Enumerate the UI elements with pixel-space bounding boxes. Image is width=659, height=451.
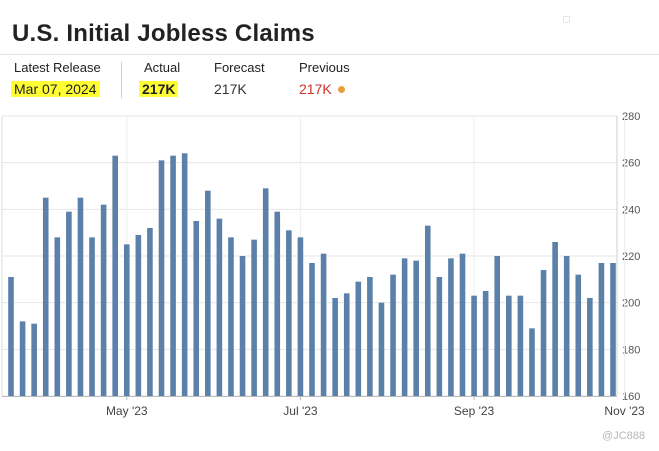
bar <box>66 211 72 396</box>
bar <box>343 293 350 396</box>
x-tick-label: Jul '23 <box>283 404 318 418</box>
bar <box>540 270 547 396</box>
y-tick-label: 180 <box>622 344 640 356</box>
bar <box>228 237 234 396</box>
latest-release-date: Mar 07, 2024 <box>11 81 100 97</box>
bar <box>19 321 26 396</box>
bar <box>309 263 315 396</box>
jobless-claims-chart: 280 260 240 220 200 180 160 May '23 Jul '23 Sep '… <box>1 111 645 418</box>
x-tick-label: Nov '23 <box>604 404 645 418</box>
bar <box>158 160 165 396</box>
bar <box>89 237 95 396</box>
bar <box>216 218 223 396</box>
y-tick-label: 280 <box>622 111 640 123</box>
y-tick-label: 240 <box>622 204 640 216</box>
y-tick-label: 160 <box>622 391 640 403</box>
bar <box>448 258 454 396</box>
bar <box>517 295 524 396</box>
title-divider <box>0 54 659 55</box>
bar <box>552 242 558 396</box>
bar <box>181 153 188 396</box>
bar <box>77 197 84 396</box>
stat-separator <box>121 62 122 98</box>
bar <box>297 237 304 396</box>
bar <box>262 188 269 396</box>
bar <box>413 260 419 396</box>
bar <box>320 253 327 396</box>
bar <box>31 323 37 396</box>
bar <box>251 239 257 396</box>
bar <box>575 274 582 396</box>
bar <box>193 221 200 396</box>
bar <box>8 277 14 396</box>
bar <box>610 263 616 396</box>
bar <box>506 295 512 396</box>
previous-label: Previous <box>299 60 350 75</box>
bar <box>378 302 385 396</box>
bar <box>494 256 501 396</box>
bar <box>54 237 61 396</box>
forecast-value: 217K <box>214 81 247 97</box>
indicator-dot-icon <box>337 86 345 93</box>
bar <box>390 274 396 396</box>
page-title: U.S. Initial Jobless Claims <box>12 20 315 47</box>
bar <box>135 235 142 396</box>
bar <box>147 228 153 396</box>
bar <box>274 211 281 396</box>
x-tick-label: Sep '23 <box>454 404 495 418</box>
actual-number: 217K <box>139 81 179 97</box>
bar <box>529 328 535 396</box>
bar <box>239 256 246 396</box>
bar <box>424 225 431 396</box>
bar <box>563 256 570 396</box>
bar <box>42 197 49 396</box>
bar <box>367 277 373 396</box>
bar <box>123 244 130 396</box>
bar <box>482 291 489 396</box>
bar <box>332 298 338 396</box>
bar <box>170 155 176 396</box>
latest-release-label: Latest Release <box>14 60 101 75</box>
bar <box>459 253 466 396</box>
actual-value: 217K <box>139 81 179 97</box>
corner-mark <box>563 16 570 23</box>
bar <box>587 298 593 396</box>
actual-label: Actual <box>144 60 181 75</box>
bar <box>598 263 605 396</box>
bar <box>355 281 362 396</box>
latest-release-value: Mar 07, 2024 <box>11 81 100 97</box>
previous-number: 217K <box>299 81 332 97</box>
bar <box>436 277 443 396</box>
bar <box>100 204 107 396</box>
previous-value: 217K <box>299 81 345 97</box>
bar <box>112 155 118 396</box>
y-tick-label: 200 <box>622 298 640 310</box>
x-tick-label: May '23 <box>106 404 148 418</box>
bar <box>205 190 211 396</box>
watermark: @JC888 <box>602 430 645 442</box>
y-tick-label: 220 <box>622 251 640 263</box>
y-tick-label: 260 <box>622 158 640 170</box>
bar <box>401 258 408 396</box>
bar <box>471 295 477 396</box>
forecast-label: Forecast <box>214 60 265 75</box>
bar <box>286 230 292 396</box>
